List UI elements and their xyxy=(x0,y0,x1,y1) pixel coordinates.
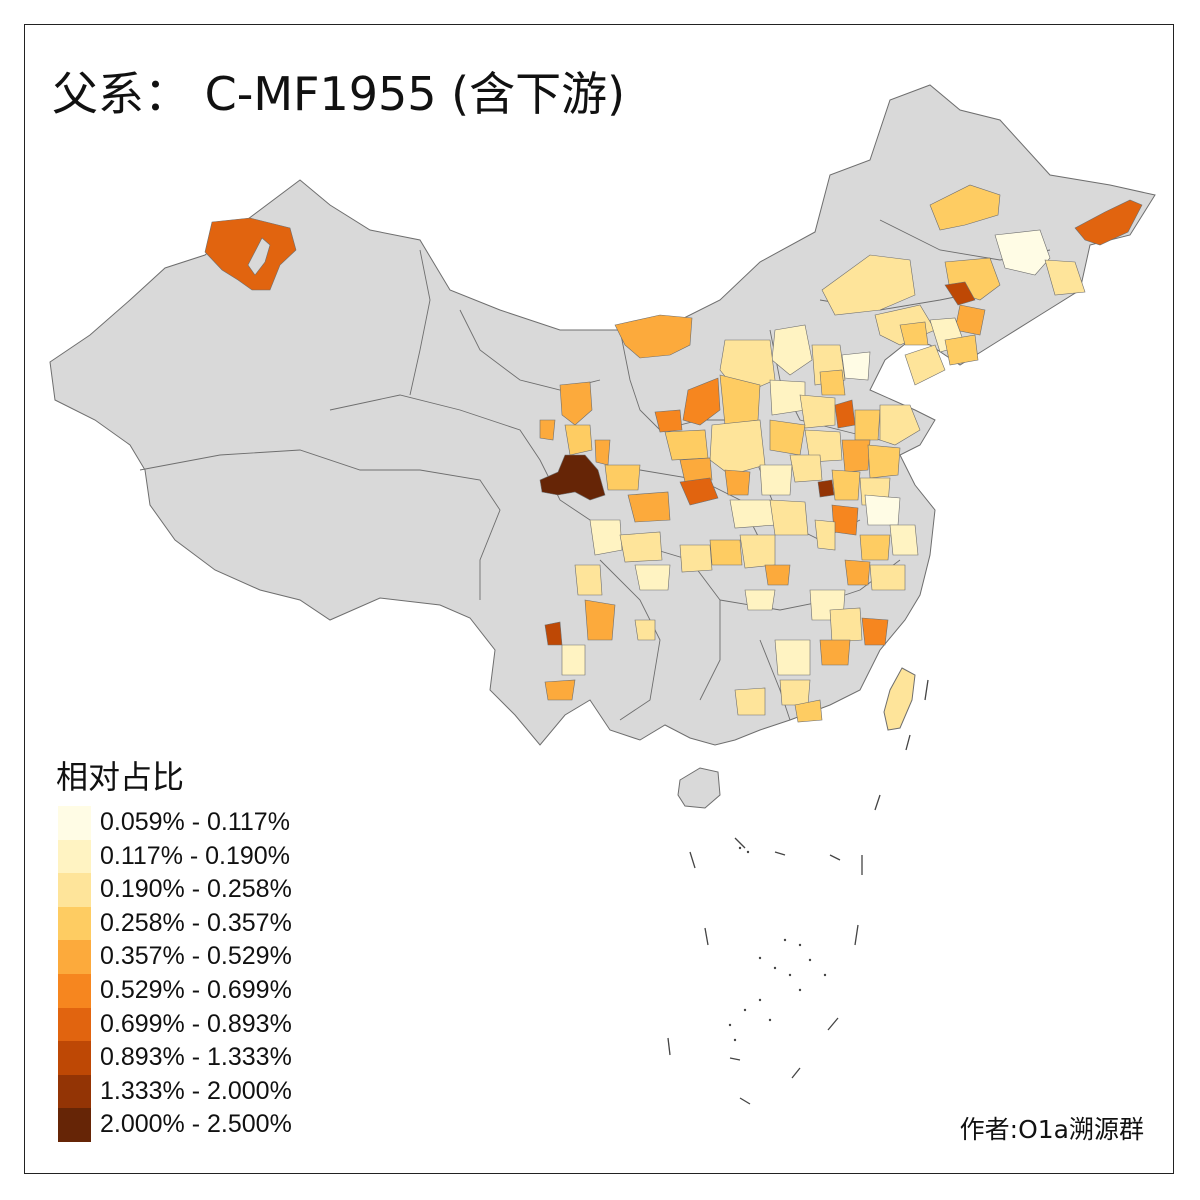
legend-swatch xyxy=(58,1041,91,1075)
legend-swatch xyxy=(58,1007,91,1042)
legend-title: 相对占比 xyxy=(56,758,185,796)
region-fujian-orange xyxy=(861,617,889,646)
legend-swatch xyxy=(58,806,91,840)
region-yunnan-red xyxy=(544,621,563,646)
legend-swatch xyxy=(58,906,91,941)
region-xinjiang-north xyxy=(204,217,297,291)
legend-label: 2.000% - 2.500% xyxy=(100,1110,292,1139)
legend-swatch xyxy=(58,940,91,974)
legend-swatch xyxy=(58,973,91,1008)
legend-label: 0.059% - 0.117% xyxy=(100,808,290,836)
region-jilin-red xyxy=(944,281,976,306)
region-henan-dark xyxy=(817,479,835,498)
legend-label: 0.893% - 1.333% xyxy=(100,1043,292,1072)
legend-swatch xyxy=(58,873,91,907)
legend-label: 0.529% - 0.699% xyxy=(100,975,292,1004)
legend-label: 0.190% - 0.258% xyxy=(100,875,292,904)
region-guanzhong-orange xyxy=(679,477,719,506)
legend-label: 0.258% - 0.357% xyxy=(100,908,292,937)
legend-label: 0.699% - 0.893% xyxy=(100,1009,292,1038)
region-hebei-red xyxy=(834,399,856,429)
region-heilongjiang-east xyxy=(1074,199,1143,246)
legend-label: 1.333% - 2.000% xyxy=(100,1076,292,1105)
region-lanzhou-darkest xyxy=(539,454,606,501)
legend-label: 0.117% - 0.190% xyxy=(100,841,290,870)
region-alxa xyxy=(614,314,693,359)
legend-swatch xyxy=(58,839,91,874)
region-anhui-orange xyxy=(831,504,859,536)
china-landmass xyxy=(49,84,1156,746)
taiwan-island xyxy=(883,667,916,731)
legend-label: 0.357% - 0.529% xyxy=(100,942,292,971)
author-credit: 作者:O1a溯源群 xyxy=(959,1115,1144,1144)
south-china-sea-islands xyxy=(667,679,929,1105)
region-yulin-orange xyxy=(682,377,721,426)
hainan-island xyxy=(677,767,721,809)
map-title: 父系： C-MF1955 (含下游) xyxy=(52,67,626,121)
legend-swatch xyxy=(58,1108,91,1142)
legend-swatch xyxy=(58,1074,91,1109)
